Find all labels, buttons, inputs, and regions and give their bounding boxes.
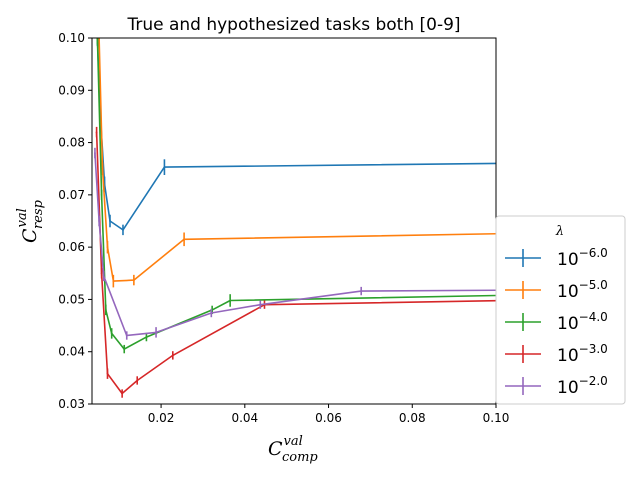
series-line [95, 132, 496, 395]
y-tick-label: 0.08 [58, 136, 85, 150]
data-point [132, 279, 135, 281]
data-point [183, 238, 186, 241]
series-1 [98, 38, 496, 288]
data-point [112, 280, 115, 283]
legend-label: 10−4.0 [557, 310, 608, 334]
series-4 [94, 147, 496, 340]
data-point [171, 354, 174, 357]
legend-entry: 10−5.0 [505, 278, 608, 302]
axes-layer: 0.02 0.04 0.06 0.08 0.10 0.03 0.04 0.05 0.06 0.07… [58, 31, 509, 425]
y-tick-label: 0.10 [58, 31, 85, 45]
x-axis-label-base: C [268, 438, 283, 460]
data-point [155, 331, 157, 334]
data-point [145, 336, 148, 338]
y-tick-label: 0.09 [58, 83, 85, 97]
data-point [101, 167, 104, 170]
series-3 [95, 126, 496, 398]
y-axis-label-sub: resp [31, 199, 46, 229]
data-point [106, 372, 109, 375]
x-axis-label-sup: val [284, 434, 303, 449]
y-tick-label: 0.03 [58, 397, 85, 411]
legend-entry: 10−3.0 [505, 342, 608, 366]
y-axis-label-base: C [19, 228, 41, 243]
data-point [98, 220, 101, 222]
legend-box [495, 215, 626, 405]
data-point [109, 220, 111, 222]
data-point [259, 303, 262, 306]
x-axis-label: Cval comp [268, 434, 318, 465]
legend-label: 10−3.0 [557, 342, 608, 366]
data-point [123, 348, 126, 350]
data-point [104, 308, 107, 311]
legend-label: 10−2.0 [557, 374, 608, 398]
data-point [110, 332, 113, 335]
series-layer [94, 38, 496, 398]
data-point [122, 228, 124, 231]
x-tick-label: 0.06 [315, 411, 342, 425]
y-tick-label: 0.07 [58, 188, 85, 202]
x-axis-label-sub: comp [282, 450, 318, 465]
data-point [210, 312, 213, 314]
data-point [102, 275, 105, 277]
data-point [100, 193, 103, 196]
svg-text:Cval: Cval [268, 434, 303, 460]
data-point [136, 379, 139, 382]
series-2 [96, 38, 496, 354]
y-axis-label: Cval resp [15, 199, 46, 243]
legend-title: λ [555, 224, 564, 239]
data-point [100, 272, 103, 275]
legend-entry: 10−2.0 [505, 374, 608, 398]
legend: λ 10−6.0 10−5.0 10−4.0 10−3.0 10−2.0 [495, 215, 626, 405]
data-point [121, 392, 124, 395]
data-point [106, 246, 109, 249]
data-point [360, 290, 363, 292]
y-tick-label: 0.05 [58, 292, 85, 306]
y-tick-label: 0.04 [58, 345, 85, 359]
svg-text:Cval: Cval [15, 208, 41, 243]
data-point [125, 334, 128, 337]
legend-entry: 10−4.0 [505, 310, 608, 334]
data-point [163, 166, 166, 169]
y-tick-label: 0.06 [58, 240, 85, 254]
x-tick-label: 0.02 [148, 411, 175, 425]
chart-title: True and hypothesized tasks both [0-9] [126, 15, 460, 35]
data-point [229, 299, 232, 302]
data-point [94, 152, 96, 154]
x-tick-label: 0.10 [483, 411, 510, 425]
x-tick-label: 0.08 [399, 411, 426, 425]
data-point [95, 131, 98, 134]
x-tick-label: 0.04 [231, 411, 258, 425]
y-axis-label-sup: val [15, 208, 30, 227]
legend-entry: 10−6.0 [505, 246, 608, 270]
legend-label: 10−6.0 [557, 246, 608, 270]
legend-label: 10−5.0 [557, 278, 608, 302]
